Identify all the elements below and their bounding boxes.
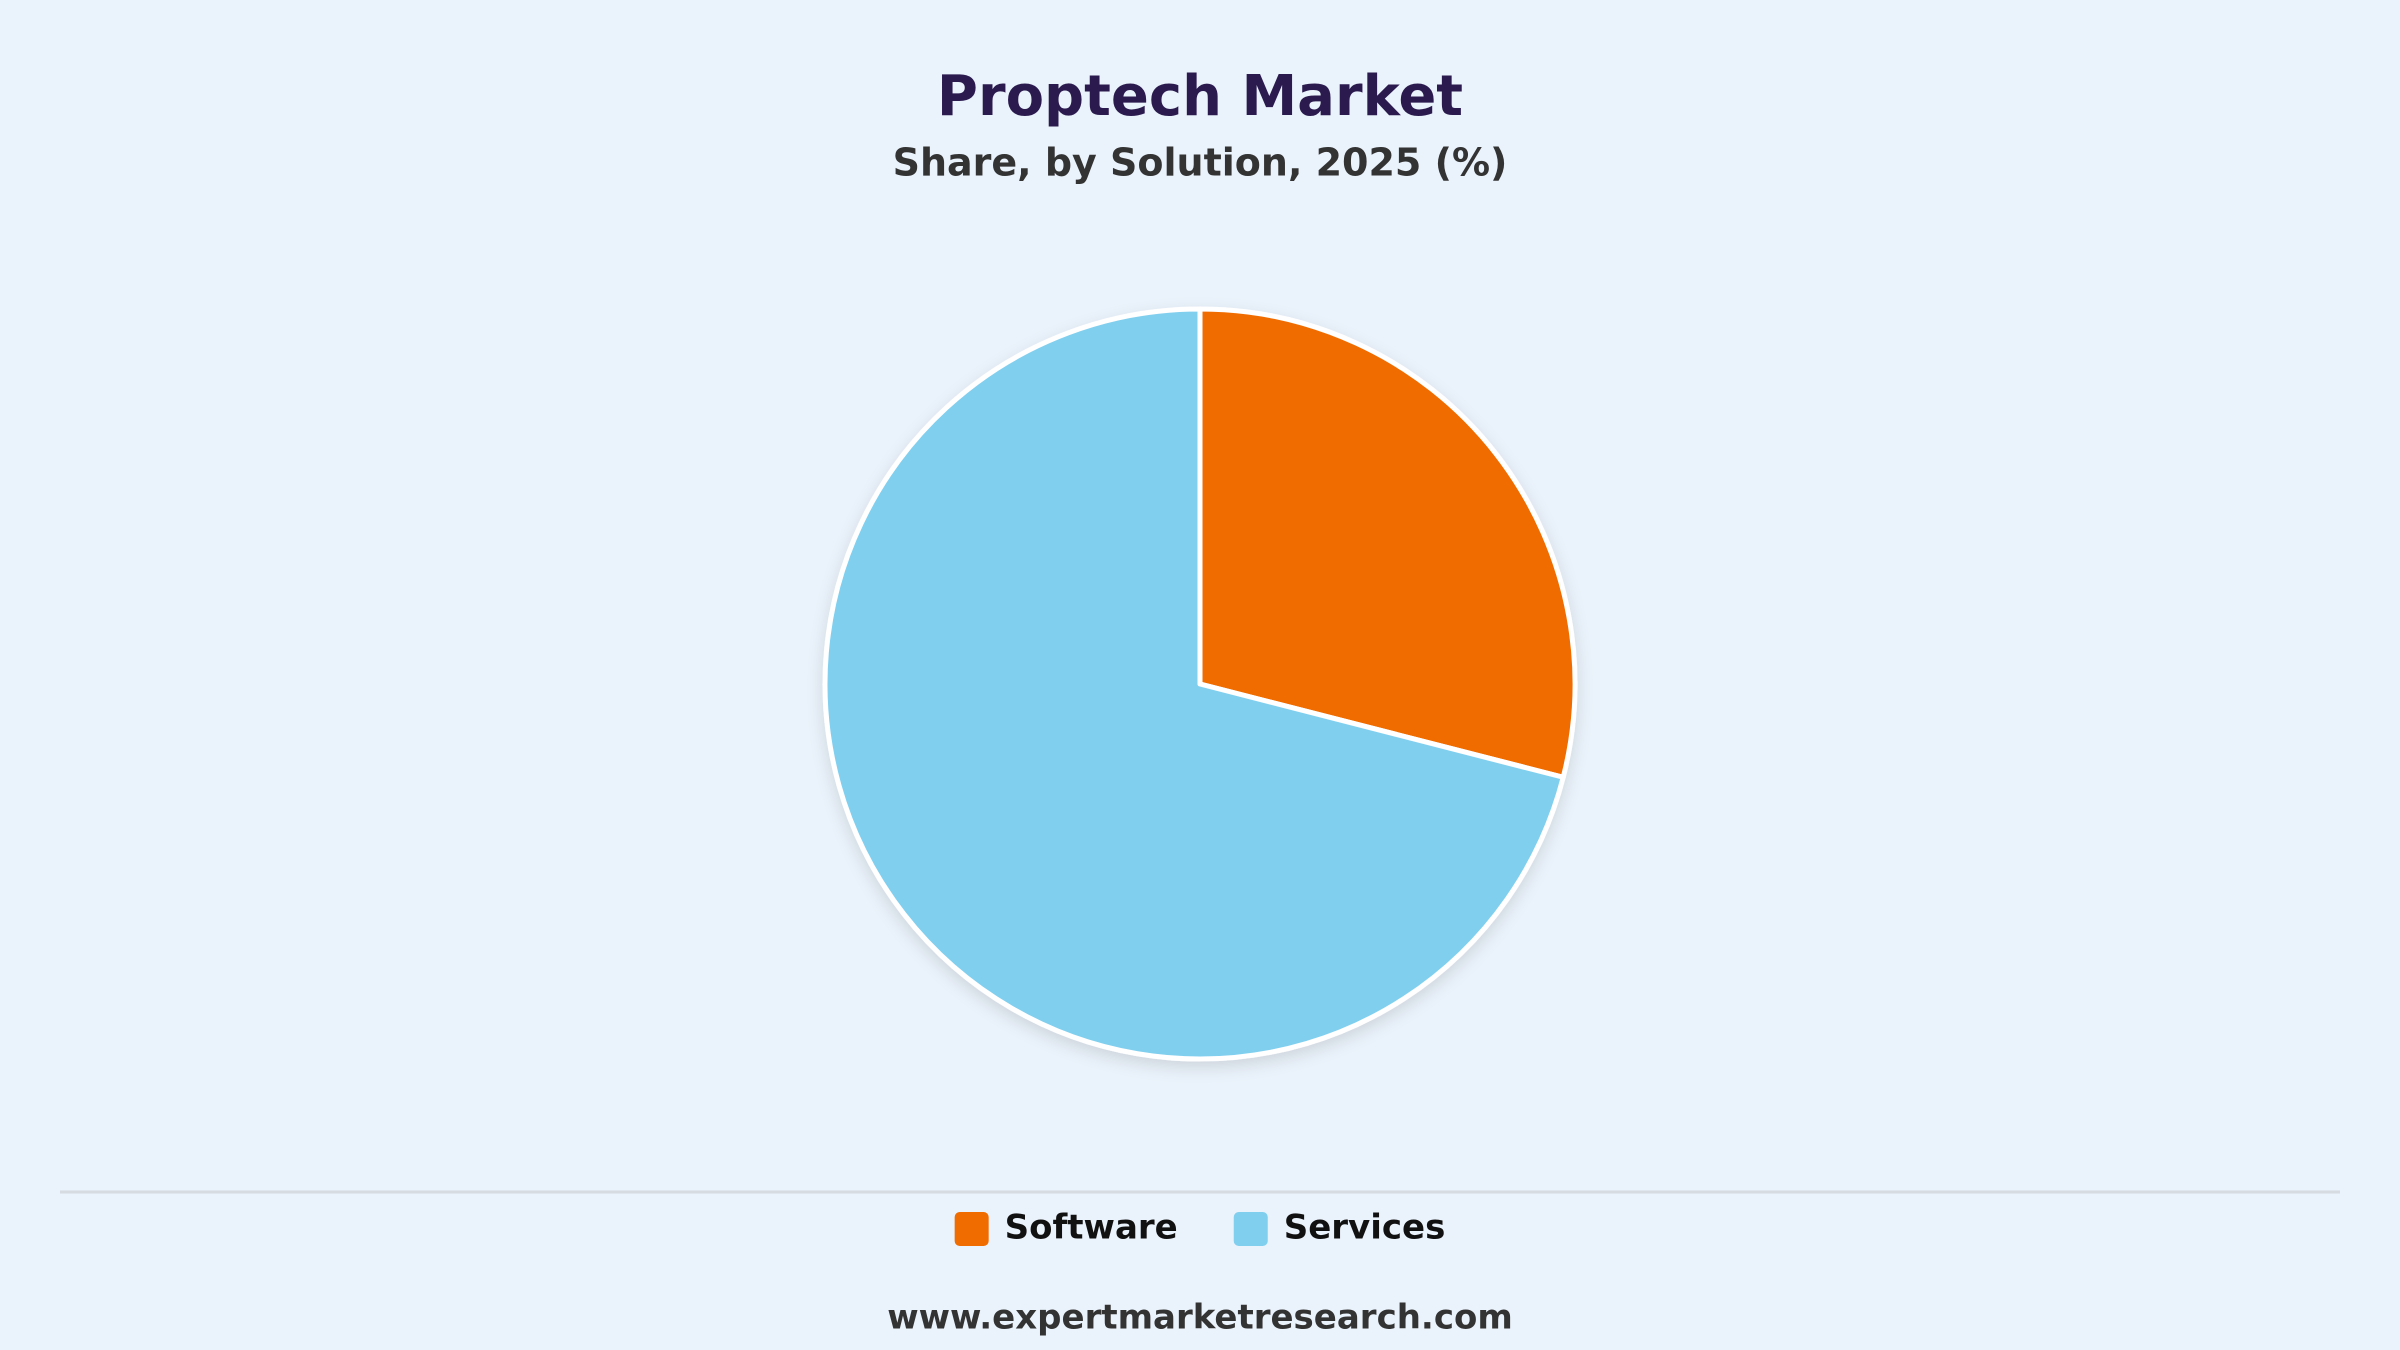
legend-swatch [1233,1212,1268,1246]
legend-label: Services [1284,1208,1446,1248]
legend-label: Software [1005,1208,1178,1248]
source: www.expertmarketresearch.com [887,1298,1513,1338]
pie-slice [1197,306,1578,780]
legend: Software Services [954,1208,1446,1248]
pie [822,306,1578,1062]
pie-slice [822,306,1566,1062]
legend-swatch [954,1212,989,1246]
chart-title: Proptech Market [937,64,1463,129]
chart-subtitle: Share, by Solution, 2025 (%) [893,141,1508,185]
